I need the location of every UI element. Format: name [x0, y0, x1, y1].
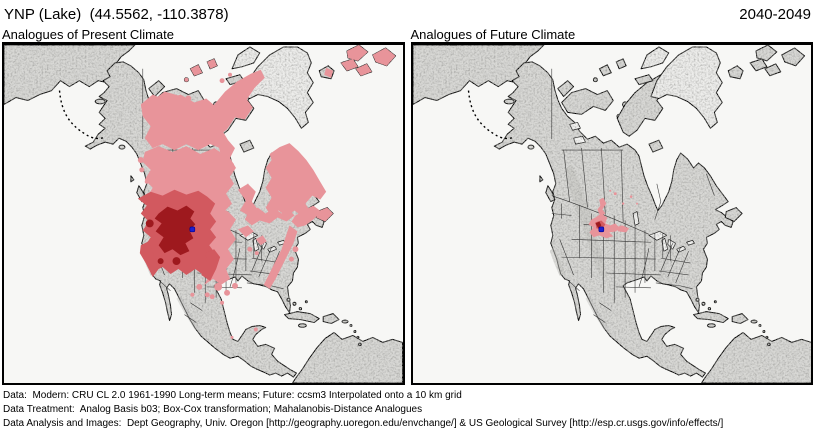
- page-title: YNP (Lake) (44.5562, -110.3878): [4, 6, 229, 23]
- panel-future-climate: Analogues of Future Climate: [410, 27, 813, 386]
- period-label: 2040-2049: [739, 6, 811, 23]
- footer-credits: Data Analysis and Images: Dept Geography…: [3, 418, 724, 430]
- map-present-climate: [4, 45, 403, 384]
- panel-present-climate: Analogues of Present Climate: [2, 27, 405, 386]
- map-frame-future: [410, 43, 813, 386]
- map-frame-present: [2, 43, 405, 386]
- footer-data-treatment: Data Treatment: Analog Basis b03; Box-Co…: [3, 404, 423, 416]
- map-future-climate: [413, 45, 812, 384]
- panel-title-future: Analogues of Future Climate: [410, 27, 813, 43]
- panel-title-present: Analogues of Present Climate: [2, 27, 405, 43]
- figure-footer: Data: Modern: CRU CL 2.0 1961-1990 Long-…: [0, 385, 816, 431]
- figure-header: YNP (Lake) (44.5562, -110.3878) 2040-204…: [0, 0, 816, 24]
- footer-data-source: Data: Modern: CRU CL 2.0 1961-1990 Long-…: [3, 390, 462, 402]
- map-panels: Analogues of Present Climate Analogues o…: [0, 27, 816, 386]
